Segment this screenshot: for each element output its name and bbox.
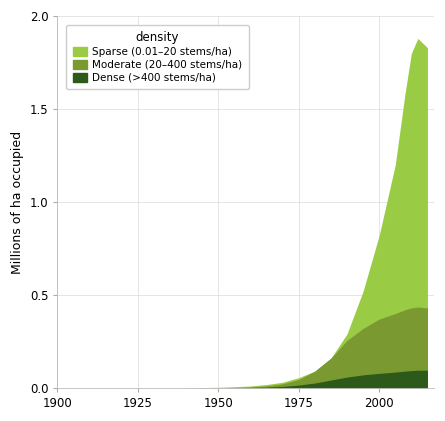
Y-axis label: Millions of ha occupied: Millions of ha occupied [11,131,24,274]
Legend: Sparse (0.01–20 stems/ha), Moderate (20–400 stems/ha), Dense (>400 stems/ha): Sparse (0.01–20 stems/ha), Moderate (20–… [66,25,249,89]
